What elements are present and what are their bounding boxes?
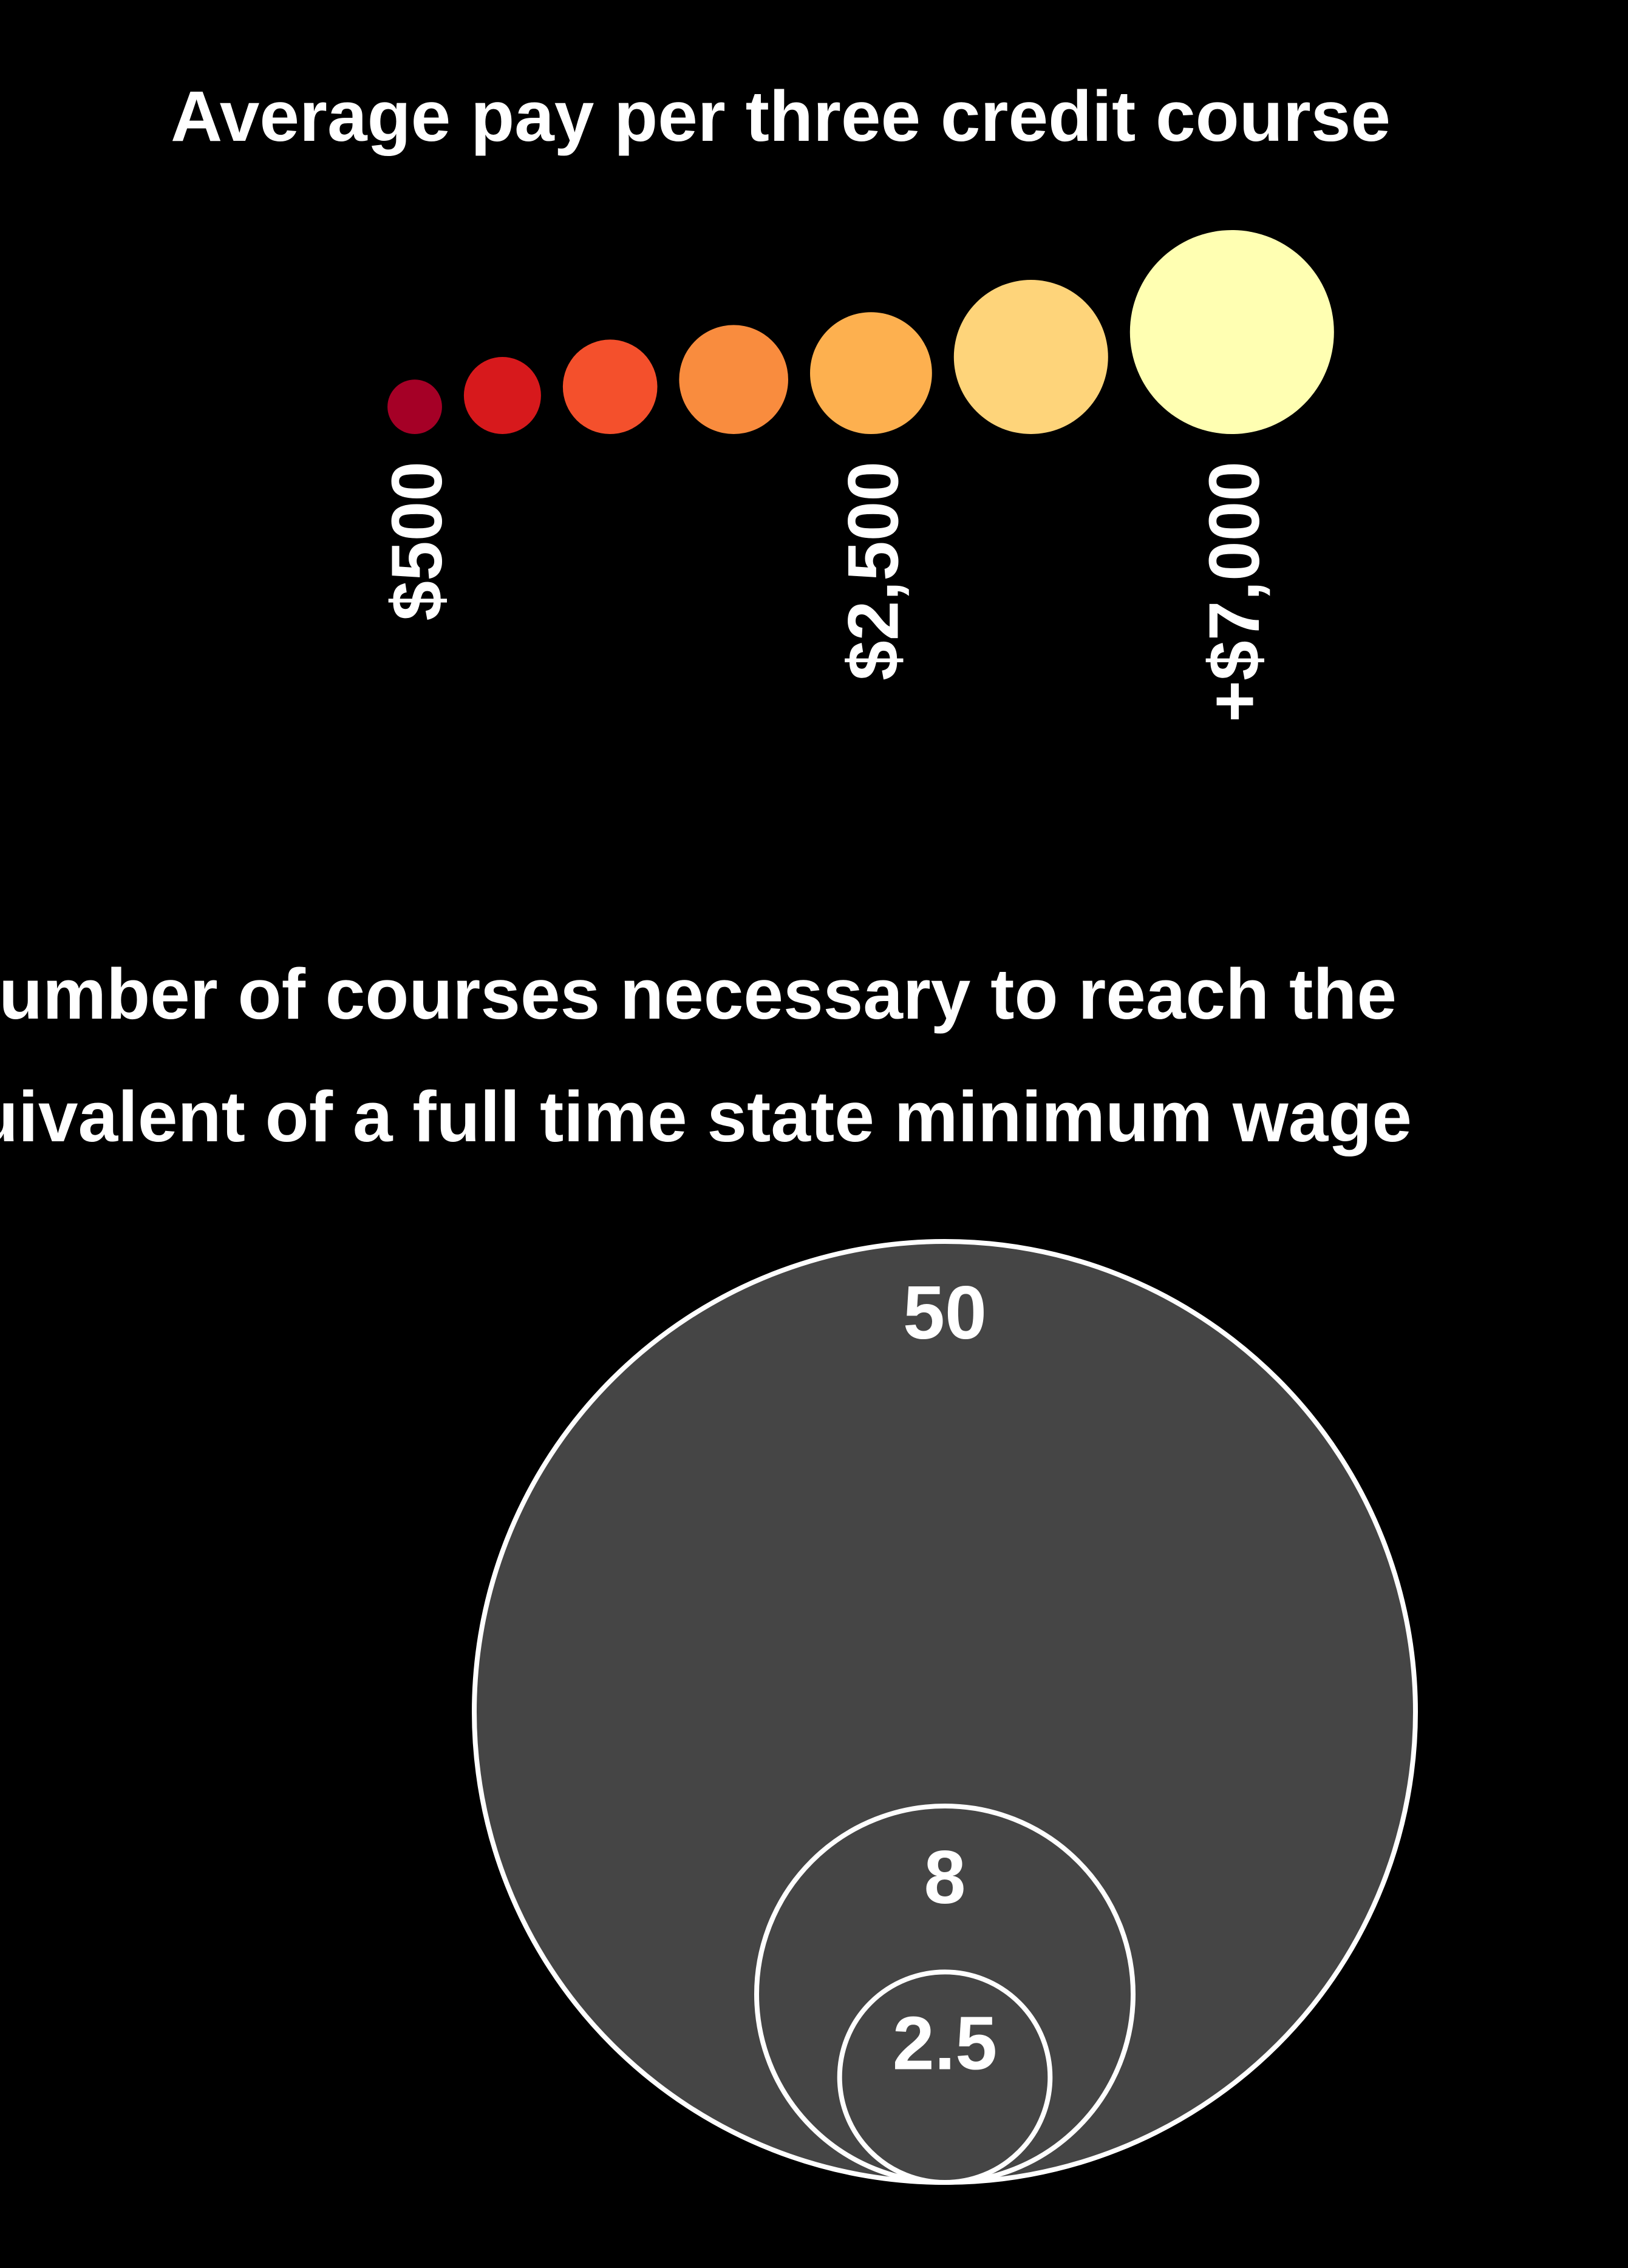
pay-bubble-3	[562, 339, 658, 434]
pay-chart: Average pay per three credit course $500…	[171, 76, 1391, 722]
pay-tick-labels: $500 $2,500 +$7,000	[377, 461, 1275, 722]
course-circle-2.5	[837, 1969, 1053, 2185]
pay-tick-label-3: +$7,000	[1194, 461, 1275, 722]
pay-bubble-6	[953, 280, 1108, 434]
courses-chart-title-line-1: Number of courses necessary to reach the	[0, 954, 1397, 1034]
course-circle-label-3: 2.5	[893, 2001, 997, 2085]
pay-bubbles	[387, 230, 1334, 434]
course-circle-label-1: 50	[903, 1271, 987, 1355]
pay-bubble-2	[463, 357, 541, 434]
pay-bubble-5	[810, 312, 932, 434]
course-circle-label-2: 8	[924, 1836, 966, 1920]
pay-tick-label-2: $2,500	[833, 461, 913, 681]
courses-chart: Number of courses necessary to reach the…	[0, 954, 1418, 2185]
courses-chart-title-line-2: equivalent of a full time state minimum …	[0, 1077, 1412, 1157]
pay-bubble-1	[387, 379, 442, 434]
pay-tick-label-1: $500	[377, 461, 457, 621]
pay-bubble-7	[1129, 230, 1334, 434]
pay-chart-title: Average pay per three credit course	[171, 76, 1391, 157]
course-circles: 50 8 2.5	[472, 1239, 1418, 2185]
pay-bubble-4	[679, 325, 788, 434]
